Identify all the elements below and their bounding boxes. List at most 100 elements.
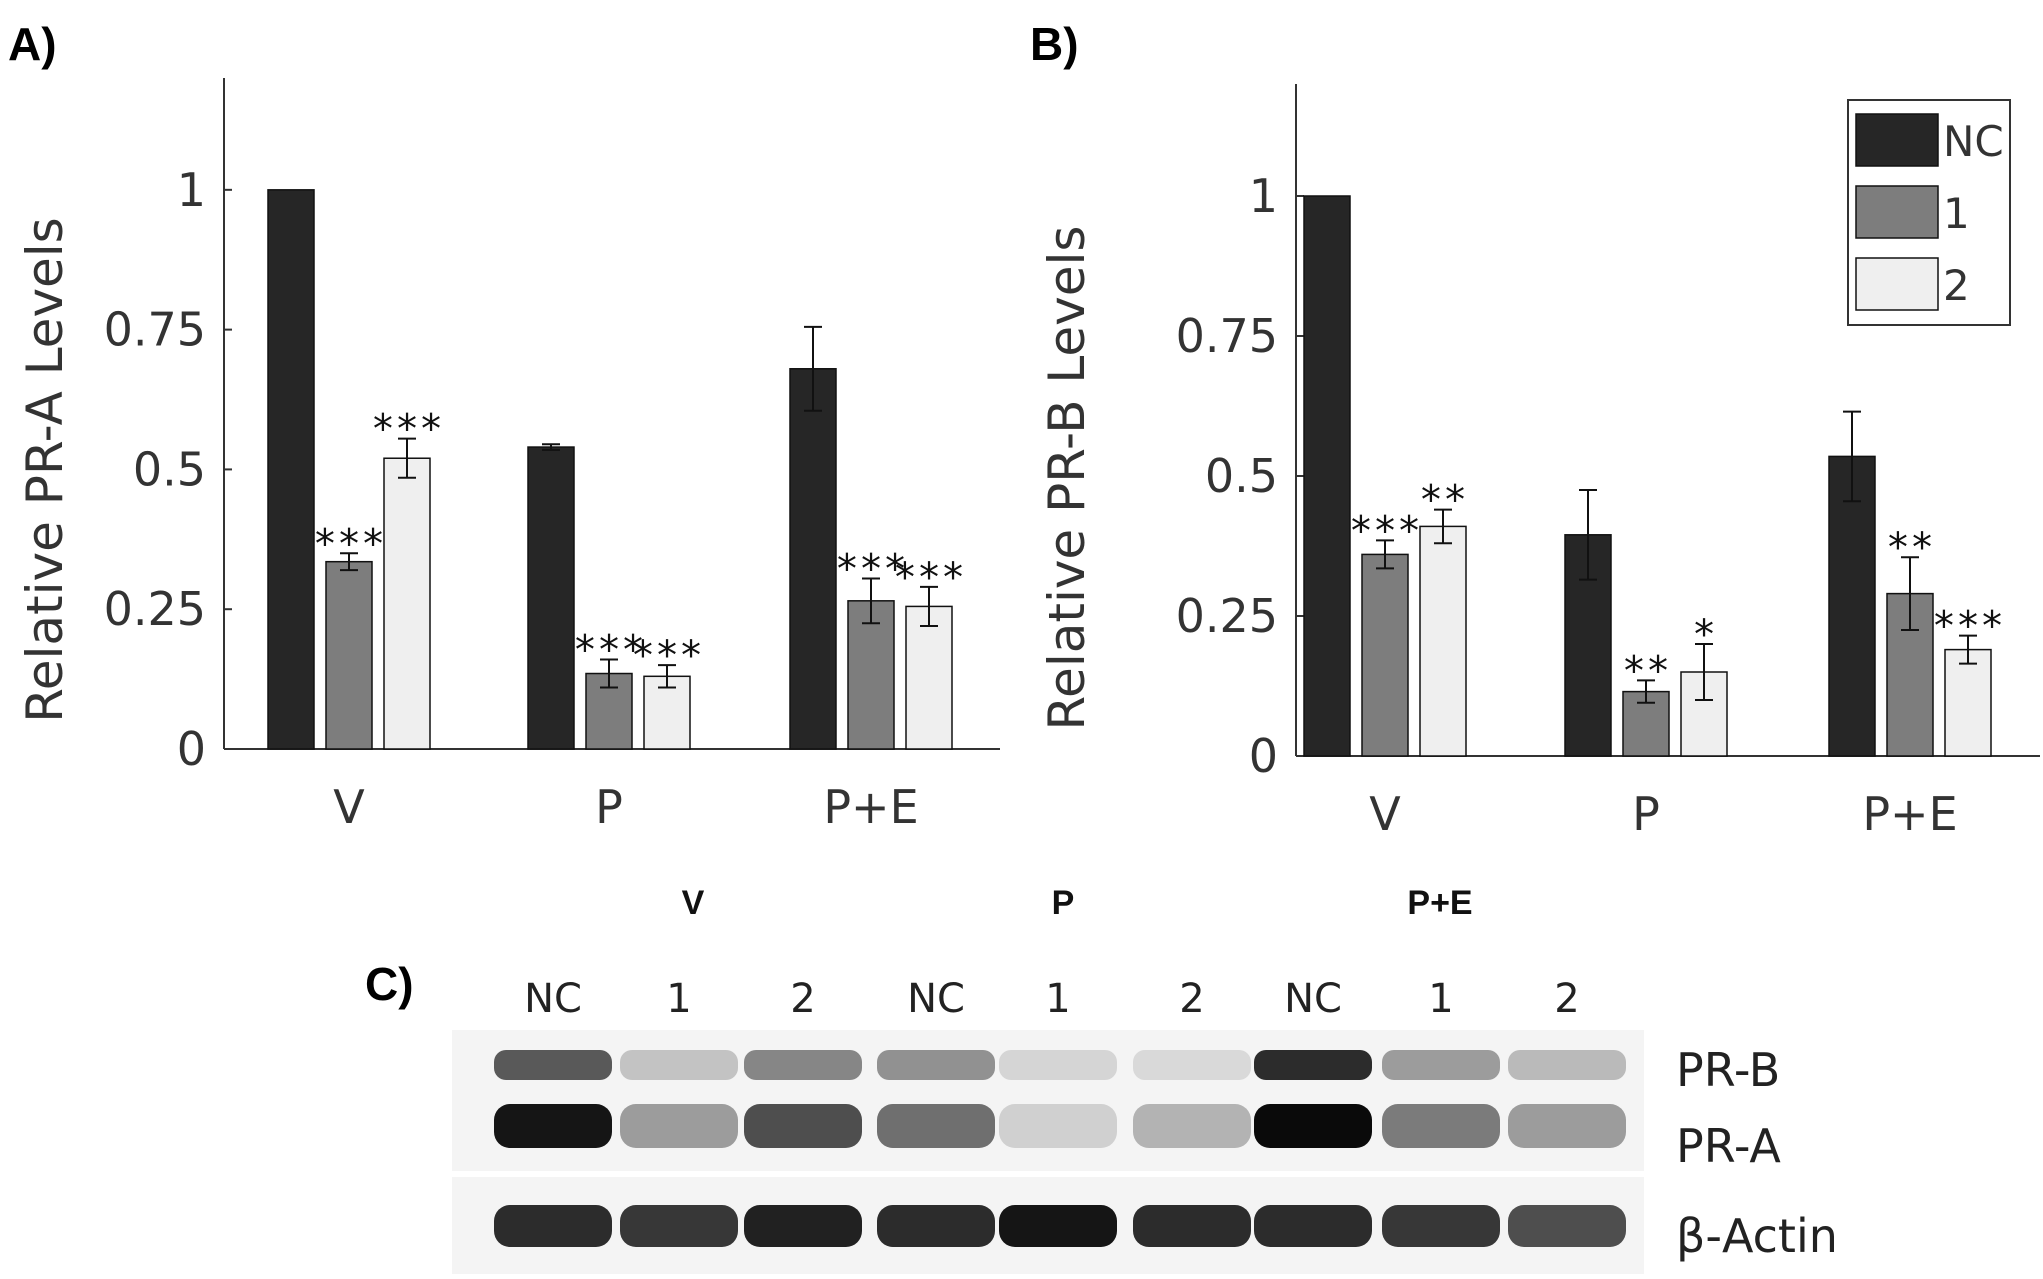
chart-b-bar xyxy=(1303,195,1351,757)
blot-lane-label: NC xyxy=(524,976,582,1022)
legend-label-1: 1 xyxy=(1943,189,1970,238)
chart-a-bar xyxy=(325,560,373,750)
chart-a-xtick-label: V xyxy=(333,780,365,834)
blot-header-pe: P+E xyxy=(1407,884,1472,922)
band-pr-a xyxy=(999,1104,1117,1148)
panel-b-letter: B) xyxy=(1030,18,1079,70)
band-actin xyxy=(1133,1205,1251,1247)
panel-c-letter: C) xyxy=(365,958,414,1010)
band-pr-a xyxy=(744,1104,862,1148)
blot-bands xyxy=(494,1050,1626,1247)
legend: NC 1 2 xyxy=(1847,99,2011,326)
chart-b-ylabel: Relative PR-B Levels xyxy=(1038,226,1096,731)
chart-b-ytick-label: 0.5 xyxy=(1205,449,1278,503)
chart-b-significance-label: * xyxy=(1692,612,1716,658)
western-blot: V P P+E NC 1 2 NC 1 2 NC 1 2 PR-B PR-A β-Actin xyxy=(452,884,1838,1274)
chart-a-significance-label: *** xyxy=(573,628,645,674)
chart-b-bar xyxy=(1419,525,1467,757)
chart-b-significance-label: ** xyxy=(1622,648,1670,694)
band-pr-a xyxy=(1254,1104,1372,1148)
band-actin xyxy=(877,1205,995,1247)
band-pr-a xyxy=(620,1104,738,1148)
chart-a-ytick-label: 0.5 xyxy=(133,442,206,496)
chart-a-significance-label: *** xyxy=(835,546,907,592)
legend-swatch-2 xyxy=(1855,257,1939,311)
chart-a-significance-label: *** xyxy=(313,521,385,567)
chart-a: Relative PR-A Levels 00.250.50.751V*****… xyxy=(16,78,1000,834)
chart-b-xtick-label: V xyxy=(1369,787,1401,841)
chart-a-bar xyxy=(847,600,895,750)
chart-a-ylabel: Relative PR-A Levels xyxy=(16,217,74,722)
chart-b-ytick-label: 0.75 xyxy=(1176,309,1278,363)
blot-header-v: V xyxy=(682,884,705,922)
blot-lane-label: 2 xyxy=(1554,976,1579,1022)
chart-a-bar xyxy=(527,446,575,750)
chart-a-bar xyxy=(905,605,953,750)
chart-b-xtick-label: P+E xyxy=(1862,787,1957,841)
legend-swatch-1 xyxy=(1855,185,1939,239)
band-actin xyxy=(744,1205,862,1247)
chart-a-ytick-label: 0 xyxy=(177,722,206,776)
band-pr-b xyxy=(744,1050,862,1080)
band-pr-b xyxy=(494,1050,612,1080)
chart-b-significance-label: ** xyxy=(1419,478,1467,524)
band-pr-b xyxy=(620,1050,738,1080)
band-pr-a xyxy=(1382,1104,1500,1148)
chart-a-bar xyxy=(383,457,431,750)
chart-a-xtick-label: P+E xyxy=(823,780,918,834)
panel-a-letter: A) xyxy=(8,18,57,70)
chart-a-bar xyxy=(267,189,315,750)
band-actin xyxy=(1508,1205,1626,1247)
chart-a-ytick-label: 0.25 xyxy=(104,582,206,636)
band-actin xyxy=(620,1205,738,1247)
band-pr-a xyxy=(1133,1104,1251,1148)
chart-b-bar xyxy=(1944,648,1992,757)
band-pr-a xyxy=(877,1104,995,1148)
blot-lane-label: 2 xyxy=(790,976,815,1022)
chart-a-significance-label: *** xyxy=(371,407,443,453)
legend-label-2: 2 xyxy=(1943,261,1970,310)
chart-b-ytick-label: 0 xyxy=(1249,729,1278,783)
band-pr-a xyxy=(494,1104,612,1148)
chart-a-significance-label: *** xyxy=(893,555,965,601)
chart-a-xtick-label: P xyxy=(595,780,623,834)
lane-labels: NC 1 2 NC 1 2 NC 1 2 xyxy=(524,976,1580,1022)
chart-b-significance-label: *** xyxy=(1932,604,2004,650)
legend-label-nc: NC xyxy=(1943,117,2004,166)
band-label-pr-b: PR-B xyxy=(1676,1043,1780,1097)
band-pr-b xyxy=(877,1050,995,1080)
chart-b: Relative PR-B Levels 00.250.50.751V*****… xyxy=(1038,84,2040,841)
band-pr-b xyxy=(999,1050,1117,1080)
chart-b-bar xyxy=(1361,553,1409,757)
chart-b-significance-label: ** xyxy=(1886,525,1934,571)
blot-lane-label: 2 xyxy=(1179,976,1204,1022)
chart-a-ytick-label: 0.75 xyxy=(104,303,206,357)
band-pr-b xyxy=(1133,1050,1251,1080)
band-actin xyxy=(494,1205,612,1247)
band-label-actin: β-Actin xyxy=(1676,1209,1838,1263)
blot-lane-label: 1 xyxy=(1428,976,1453,1022)
blot-lane-label: 1 xyxy=(666,976,691,1022)
blot-lane-label: 1 xyxy=(1045,976,1070,1022)
band-pr-a xyxy=(1508,1104,1626,1148)
chart-b-bar xyxy=(1828,455,1876,757)
chart-a-significance-label: *** xyxy=(631,633,703,679)
blot-header-p: P xyxy=(1052,884,1075,922)
chart-a-bar xyxy=(789,368,837,750)
legend-swatch-nc xyxy=(1855,113,1939,167)
chart-b-xtick-label: P xyxy=(1632,787,1660,841)
band-actin xyxy=(1382,1205,1500,1247)
chart-b-ytick-label: 0.25 xyxy=(1176,589,1278,643)
blot-lane-label: NC xyxy=(907,976,965,1022)
band-label-pr-a: PR-A xyxy=(1676,1119,1781,1173)
band-pr-b xyxy=(1382,1050,1500,1080)
band-pr-b xyxy=(1508,1050,1626,1080)
chart-b-ytick-label: 1 xyxy=(1249,169,1278,223)
band-actin xyxy=(1254,1205,1372,1247)
band-pr-b xyxy=(1254,1050,1372,1080)
band-actin xyxy=(999,1205,1117,1247)
chart-b-significance-label: *** xyxy=(1349,508,1421,554)
chart-a-ytick-label: 1 xyxy=(177,163,206,217)
blot-lane-label: NC xyxy=(1284,976,1342,1022)
